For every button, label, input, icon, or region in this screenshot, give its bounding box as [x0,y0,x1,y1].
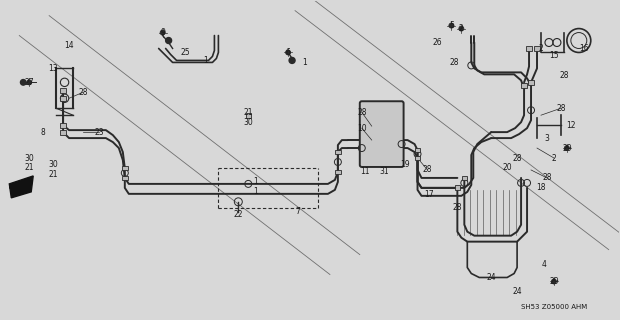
Bar [415,156,420,160]
Polygon shape [9,176,33,198]
Bar [60,130,66,134]
Bar [528,80,534,85]
Text: 29: 29 [562,144,572,153]
Text: 28: 28 [542,173,552,182]
Text: 11: 11 [360,167,370,176]
Circle shape [166,37,172,44]
Bar [60,88,66,93]
Text: 15: 15 [549,51,559,60]
Text: 16: 16 [579,44,588,53]
Text: 5: 5 [449,21,454,30]
Bar [60,123,66,128]
Text: 28: 28 [423,165,432,174]
Bar [461,176,467,180]
Text: SH53 Z05000 AHM: SH53 Z05000 AHM [521,304,587,310]
Text: 1: 1 [203,56,208,65]
Circle shape [459,26,464,31]
Text: 7: 7 [296,207,301,216]
Circle shape [20,80,26,85]
Text: 30: 30 [48,160,58,170]
Text: 18: 18 [536,183,546,192]
Text: 6: 6 [286,48,291,57]
Circle shape [286,50,291,55]
Text: 21: 21 [244,108,253,117]
Text: 28: 28 [78,88,88,97]
Text: 23: 23 [94,128,104,137]
Circle shape [160,30,165,35]
Text: 2: 2 [552,154,556,163]
Bar [454,186,460,190]
Bar [526,46,532,51]
Text: 28: 28 [453,203,462,212]
Text: 28: 28 [559,71,569,80]
Text: 22: 22 [234,210,243,219]
Text: 17: 17 [425,190,434,199]
Text: 1: 1 [253,177,258,187]
Text: 28: 28 [512,154,522,163]
Text: 9: 9 [160,28,165,37]
Text: 19: 19 [400,160,409,170]
Text: 13: 13 [48,64,58,73]
Text: 14: 14 [64,41,74,50]
Circle shape [27,80,32,85]
Text: 1: 1 [253,188,258,196]
Text: 26: 26 [433,38,442,47]
Text: 20: 20 [502,164,512,172]
Text: 28: 28 [556,104,565,113]
Text: 30: 30 [244,118,253,127]
Text: 12: 12 [566,121,575,130]
Text: 21: 21 [24,164,34,172]
Text: 4: 4 [541,260,546,269]
Text: 3: 3 [544,133,549,143]
Circle shape [289,58,295,63]
Text: 8: 8 [41,128,45,137]
Text: 28: 28 [450,58,459,67]
Text: 10: 10 [357,124,366,132]
Circle shape [564,146,569,150]
Bar [246,113,251,117]
Bar [335,170,340,174]
Bar [122,165,128,170]
Bar [521,83,527,88]
Circle shape [551,279,556,284]
Text: 30: 30 [24,154,34,163]
Polygon shape [9,178,31,192]
Text: 31: 31 [380,167,389,176]
Text: 25: 25 [181,48,190,57]
Text: 2: 2 [459,24,464,33]
Text: 24: 24 [512,287,522,296]
Bar [60,96,66,101]
Text: 24: 24 [487,273,496,282]
Bar [534,46,540,51]
Text: 27: 27 [24,78,34,87]
Bar [122,176,128,180]
Text: 1: 1 [303,58,308,67]
Text: 21: 21 [48,171,58,180]
Text: 2: 2 [539,44,543,53]
Bar [335,150,340,155]
Bar [415,148,420,152]
Circle shape [449,23,454,28]
Text: 29: 29 [549,277,559,286]
Text: 28: 28 [357,108,366,117]
FancyBboxPatch shape [360,101,404,167]
